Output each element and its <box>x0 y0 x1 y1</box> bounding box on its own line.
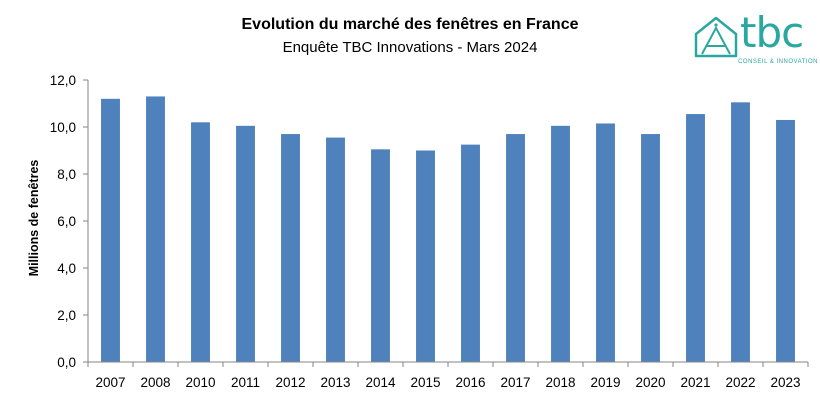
chart-subtitle: Enquête TBC Innovations - Mars 2024 <box>282 39 538 56</box>
x-tick-label-2010: 2010 <box>185 375 215 390</box>
house-icon <box>694 16 738 58</box>
bar-2013 <box>326 137 345 362</box>
tbc-logo: tbc CONSEIL & INNOVATION <box>690 8 818 74</box>
x-tick-label-2013: 2013 <box>320 375 350 390</box>
bar-2007 <box>101 98 120 363</box>
x-tick-label-2023: 2023 <box>770 375 800 390</box>
y-tick-label: 0,0 <box>57 355 76 370</box>
bar-2010 <box>191 122 210 362</box>
bar-2018 <box>551 125 570 362</box>
y-axis: 0,0 2,0 4,0 6,0 8,0 10,0 12,0 <box>50 73 89 370</box>
x-tick-label-2008: 2008 <box>140 375 170 390</box>
x-tick-label-2018: 2018 <box>545 375 575 390</box>
x-tick-label-2012: 2012 <box>275 375 305 390</box>
bar-2008 <box>146 96 165 362</box>
y-tick-label: 2,0 <box>57 308 76 323</box>
bar-2012 <box>281 134 300 362</box>
x-tick-label-2014: 2014 <box>365 375 396 390</box>
bar-2014 <box>371 149 390 362</box>
chart-title: Evolution du marché des fenêtres en Fran… <box>241 16 579 33</box>
bars <box>101 96 795 363</box>
x-tick-label-2020: 2020 <box>635 375 665 390</box>
bar-2023 <box>776 119 795 362</box>
bar-2019 <box>596 123 615 362</box>
bar-2017 <box>506 134 525 362</box>
bar-2015 <box>416 150 435 362</box>
bar-2020 <box>641 134 660 362</box>
bar-2016 <box>461 144 480 363</box>
x-tick-label-2022: 2022 <box>725 375 755 390</box>
y-tick-label: 10,0 <box>50 120 76 135</box>
y-tick-label: 4,0 <box>57 261 76 276</box>
y-tick-label: 6,0 <box>57 214 76 229</box>
y-tick-label: 12,0 <box>50 73 76 88</box>
x-tick-label-2019: 2019 <box>590 375 620 390</box>
x-tick-label-2007: 2007 <box>95 375 125 390</box>
x-tick-label-2021: 2021 <box>680 375 710 390</box>
bar-2022 <box>731 102 750 362</box>
y-tick-label: 8,0 <box>57 167 76 182</box>
x-tick-label-2016: 2016 <box>455 375 485 390</box>
logo-tagline: CONSEIL & INNOVATION <box>738 59 818 65</box>
bar-2021 <box>686 114 705 362</box>
logo-wordmark: tbc <box>740 8 804 57</box>
y-axis-title: Millions de fenêtres <box>27 160 41 277</box>
x-tick-label-2015: 2015 <box>410 375 440 390</box>
x-axis: 2007 2008 2010 2011 2012 2013 2014 2015 2016 2017… <box>87 361 809 390</box>
x-tick-label-2017: 2017 <box>500 375 530 390</box>
bar-2011 <box>236 125 255 362</box>
x-tick-label-2011: 2011 <box>231 375 260 390</box>
